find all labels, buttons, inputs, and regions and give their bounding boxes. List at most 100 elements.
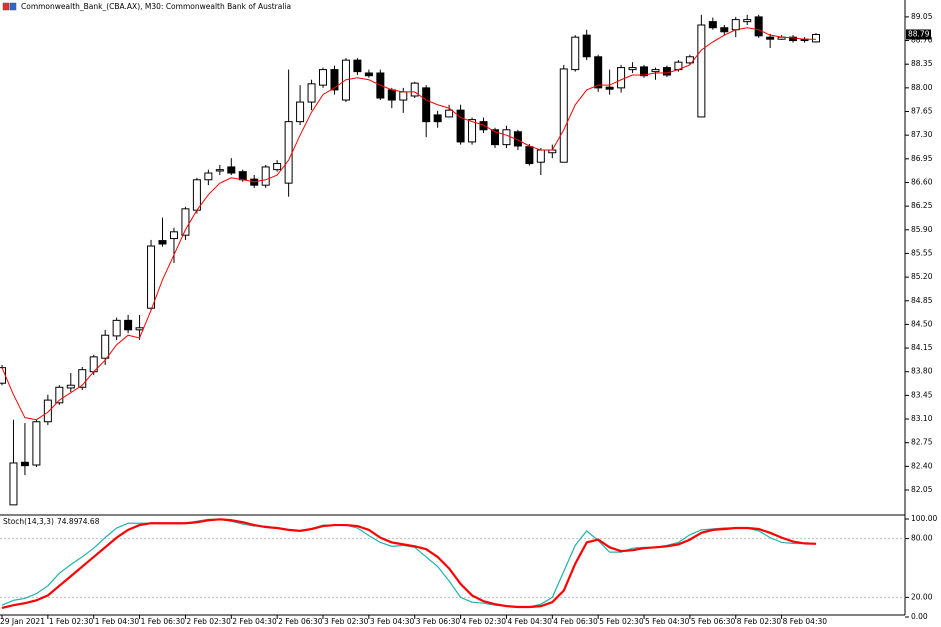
candle-body [559,68,568,163]
x-tick-label: 5 Feb 04:30 [645,617,690,626]
y-tick-label: 86.25 [911,201,933,210]
candle-body [433,114,442,123]
y-tick-label: 82.05 [911,485,933,494]
candle-body [720,27,729,33]
candle-body [181,208,190,236]
candle-body [456,109,465,143]
x-tick-label: 1 Feb 02:30 [49,617,94,626]
candle-body [743,19,752,23]
y-tick-label: 80.00 [911,534,933,543]
candle-body [238,171,247,181]
candle-body [9,462,18,506]
x-tick-label: 3 Feb 02:30 [324,617,369,626]
candle-body [410,82,419,97]
candle-body [525,146,534,165]
candle-body [204,172,213,181]
x-tick-label: 5 Feb 02:30 [599,617,644,626]
candle-body [227,166,236,174]
indicator-value: 74.68 [78,517,100,526]
x-tick-label: 1 Feb 06:30 [141,617,186,626]
x-tick-label: 3 Feb 06:30 [416,617,461,626]
candle-body [812,33,820,43]
candle-body [640,66,649,77]
candle-body [468,119,477,143]
candle-body [628,67,637,71]
x-tick-label: 4 Feb 04:30 [507,617,552,626]
y-tick-label: 87.65 [911,107,933,116]
x-tick-label: 2 Feb 06:30 [278,617,323,626]
candle-body [43,399,52,423]
candle-body [789,36,798,42]
x-tick-label: 2 Feb 04:30 [232,617,277,626]
candle-body [490,129,499,146]
candle-body [135,327,144,331]
indicator-value: 74.89 [57,517,79,526]
x-tick-label: 29 Jan 2021 [0,617,45,626]
y-tick-label: 88.35 [911,59,933,68]
x-tick-label: 8 Feb 02:30 [737,617,782,626]
candle-body [364,72,373,77]
y-tick-label: 83.10 [911,414,933,423]
y-tick-label: 88.00 [911,83,933,92]
candle-body [112,319,121,337]
candle-body [617,67,626,89]
candle-body [147,245,156,309]
y-tick-label: 20.00 [911,592,933,601]
y-tick-label: 84.50 [911,319,933,328]
y-tick-label: 87.30 [911,130,933,139]
y-tick-label: 100.00 [911,514,937,523]
y-tick-label: 86.95 [911,154,933,163]
candle-body [502,129,511,146]
last-price-box [906,29,931,40]
y-tick-label: 82.40 [911,461,933,470]
candle-body [399,91,408,101]
candle-body [571,36,580,71]
candle-body [66,384,75,389]
candle-body [261,166,270,186]
candle-body [169,231,178,240]
candle-body [55,386,64,404]
moving-average [1,27,816,421]
y-tick-label: 89.05 [911,12,933,21]
candle-body [594,56,603,89]
candle-body [307,83,316,103]
candle-body [296,101,305,123]
x-tick-label: 8 Feb 04:30 [783,617,828,626]
candle-body [215,169,224,172]
candle-body [697,24,706,118]
candle-body [731,19,740,31]
candle-body [78,369,87,388]
candle-body [766,36,775,40]
y-tick-label: 85.20 [911,272,933,281]
candle-body [319,69,328,86]
x-tick-label: 2 Feb 02:30 [186,617,231,626]
y-tick-label: 84.85 [911,296,933,305]
y-tick-label: 83.80 [911,367,933,376]
y-tick-label: 0.00 [911,612,928,621]
candle-body [422,87,431,123]
y-tick-label: 83.45 [911,390,933,399]
candle-body [605,86,614,90]
last-price-label: 88.79 [908,29,930,38]
candle-body [387,89,396,101]
candle-body [284,121,293,184]
indicator-title: Stoch(14,3,3) [3,517,54,526]
candle-body [101,334,110,359]
candle-body [330,69,339,91]
y-tick-label: 84.15 [911,343,933,352]
candle-body [479,121,488,131]
candle-body [536,149,545,163]
candle-body [192,179,201,211]
candle-body [651,69,660,73]
chart-title: Commonwealth_Bank_(CBA.AX), M30: Commonw… [21,2,291,11]
candle-body [124,319,133,331]
candle-body [353,59,362,73]
x-tick-label: 1 Feb 04:30 [95,617,140,626]
x-tick-label: 4 Feb 02:30 [462,617,507,626]
candle-body [32,421,41,466]
symbol-icon [2,2,17,11]
candle-body [708,21,717,29]
y-tick-label: 86.60 [911,177,933,186]
